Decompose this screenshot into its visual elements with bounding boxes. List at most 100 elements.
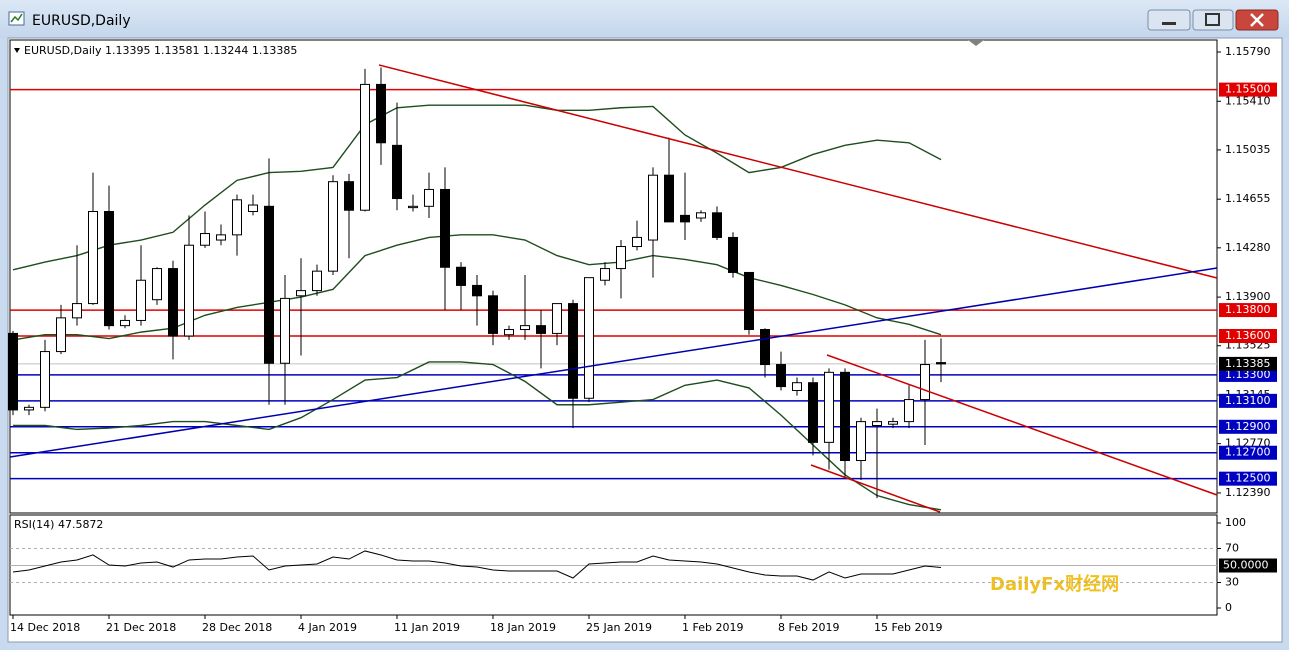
candle-body — [392, 144, 402, 200]
candle-body — [264, 205, 274, 364]
candle-body — [40, 351, 50, 408]
level-label-box — [1219, 367, 1277, 382]
candle-body — [616, 246, 626, 270]
candle-body — [216, 234, 226, 241]
y-tick-label: 1.14655 — [1225, 192, 1271, 205]
level-label: 1.13100 — [1225, 394, 1271, 407]
level-label: 1.13300 — [1225, 368, 1271, 381]
candle-body — [888, 421, 898, 425]
candle-body — [8, 332, 18, 411]
main-plot-border — [9, 39, 1218, 514]
candle-body — [24, 406, 34, 411]
candle-body — [232, 199, 242, 236]
level-label-box — [1219, 471, 1277, 486]
candle-body — [664, 174, 674, 223]
candle-body — [200, 233, 210, 246]
trend-line — [826, 354, 1218, 496]
candle-body — [312, 270, 322, 292]
candle-body — [920, 364, 930, 401]
candle-body — [56, 317, 66, 353]
price-axis: 1.15790 1.15410 1.15035 1.14655 1.14280 1.139… — [1217, 45, 1277, 499]
shift-marker — [968, 40, 984, 46]
rsi-tick-label: 100 — [1225, 516, 1246, 529]
candle-body — [872, 421, 882, 426]
candle-body — [520, 325, 530, 331]
candle-body — [408, 205, 418, 209]
candle-body — [504, 329, 514, 336]
candle-body — [376, 83, 386, 144]
minimize-button[interactable] — [1147, 9, 1191, 31]
candle-body — [808, 382, 818, 443]
y-tick-label: 1.12390 — [1225, 486, 1271, 499]
rsi-level-label: 50.0000 — [1223, 559, 1269, 572]
x-tick-label: 8 Feb 2019 — [778, 621, 839, 634]
candle-body — [776, 364, 786, 388]
watermark: DailyFx财经网 — [990, 573, 1119, 595]
candle-body — [456, 266, 466, 286]
maximize-icon — [1205, 13, 1220, 26]
x-tick-label: 15 Feb 2019 — [874, 621, 942, 634]
candle-body — [136, 279, 146, 321]
x-tick-label: 18 Jan 2019 — [490, 621, 556, 634]
level-label-box — [1219, 419, 1277, 434]
x-tick-label: 28 Dec 2018 — [202, 621, 272, 634]
x-tick-label: 4 Jan 2019 — [298, 621, 357, 634]
level-label: 1.15500 — [1225, 83, 1271, 96]
candle-body — [344, 181, 354, 211]
candle-body — [296, 290, 306, 297]
level-label-box — [1219, 329, 1277, 344]
rsi-tick-label: 0 — [1225, 601, 1232, 614]
candle-body — [600, 268, 610, 281]
level-label-box — [1219, 445, 1277, 460]
x-tick-label: 25 Jan 2019 — [586, 621, 652, 634]
x-tick-label: 11 Jan 2019 — [394, 621, 460, 634]
chart-area — [7, 37, 1283, 643]
rsi-tick-label: 30 — [1225, 576, 1239, 589]
level-label: 1.12500 — [1225, 472, 1271, 485]
trend-line — [810, 464, 941, 513]
window-title: EURUSD,Daily — [32, 13, 131, 29]
candle-body — [632, 236, 642, 248]
y-tick-label: 1.13900 — [1225, 290, 1271, 303]
candle-body — [568, 303, 578, 399]
candle-body — [280, 297, 290, 364]
candle-body — [440, 188, 450, 268]
x-tick-label: 14 Dec 2018 — [10, 621, 80, 634]
candle-body — [792, 382, 802, 391]
current-price-box — [1219, 356, 1277, 371]
candle-body — [88, 211, 98, 305]
menu-triangle — [14, 48, 20, 53]
candle-body — [360, 83, 370, 211]
level-label: 1.13800 — [1225, 303, 1271, 316]
y-tick-label: 1.15035 — [1225, 143, 1271, 156]
window-icon-graph — [10, 13, 23, 23]
bollinger-band — [12, 104, 942, 271]
level-label-box — [1219, 82, 1277, 97]
candle-body — [328, 181, 338, 272]
candle-body — [936, 362, 946, 365]
candle-body — [552, 303, 562, 334]
rsi-level-box — [1219, 558, 1277, 573]
x-tick-label: 21 Dec 2018 — [106, 621, 176, 634]
candle-body — [152, 268, 162, 301]
x-tick-label: 1 Feb 2019 — [682, 621, 743, 634]
rsi-tick-label: 70 — [1225, 542, 1239, 555]
maximize-button[interactable] — [1192, 9, 1234, 31]
minimize-icon — [1162, 22, 1176, 25]
chart-header: EURUSD,Daily 1.13395 1.13581 1.13244 1.1… — [24, 44, 297, 57]
level-label: 1.12900 — [1225, 420, 1271, 433]
candle-body — [536, 325, 546, 334]
candle-body — [744, 271, 754, 331]
candle-body — [488, 295, 498, 334]
y-tick-label: 1.15410 — [1225, 94, 1271, 107]
trend-line — [378, 64, 1218, 279]
candle-body — [840, 371, 850, 462]
rsi-line — [12, 550, 942, 581]
candle-body — [248, 204, 258, 213]
candle-body — [184, 244, 194, 337]
level-label-box — [1219, 303, 1277, 318]
candle-body — [168, 268, 178, 337]
candle-body — [904, 399, 914, 423]
